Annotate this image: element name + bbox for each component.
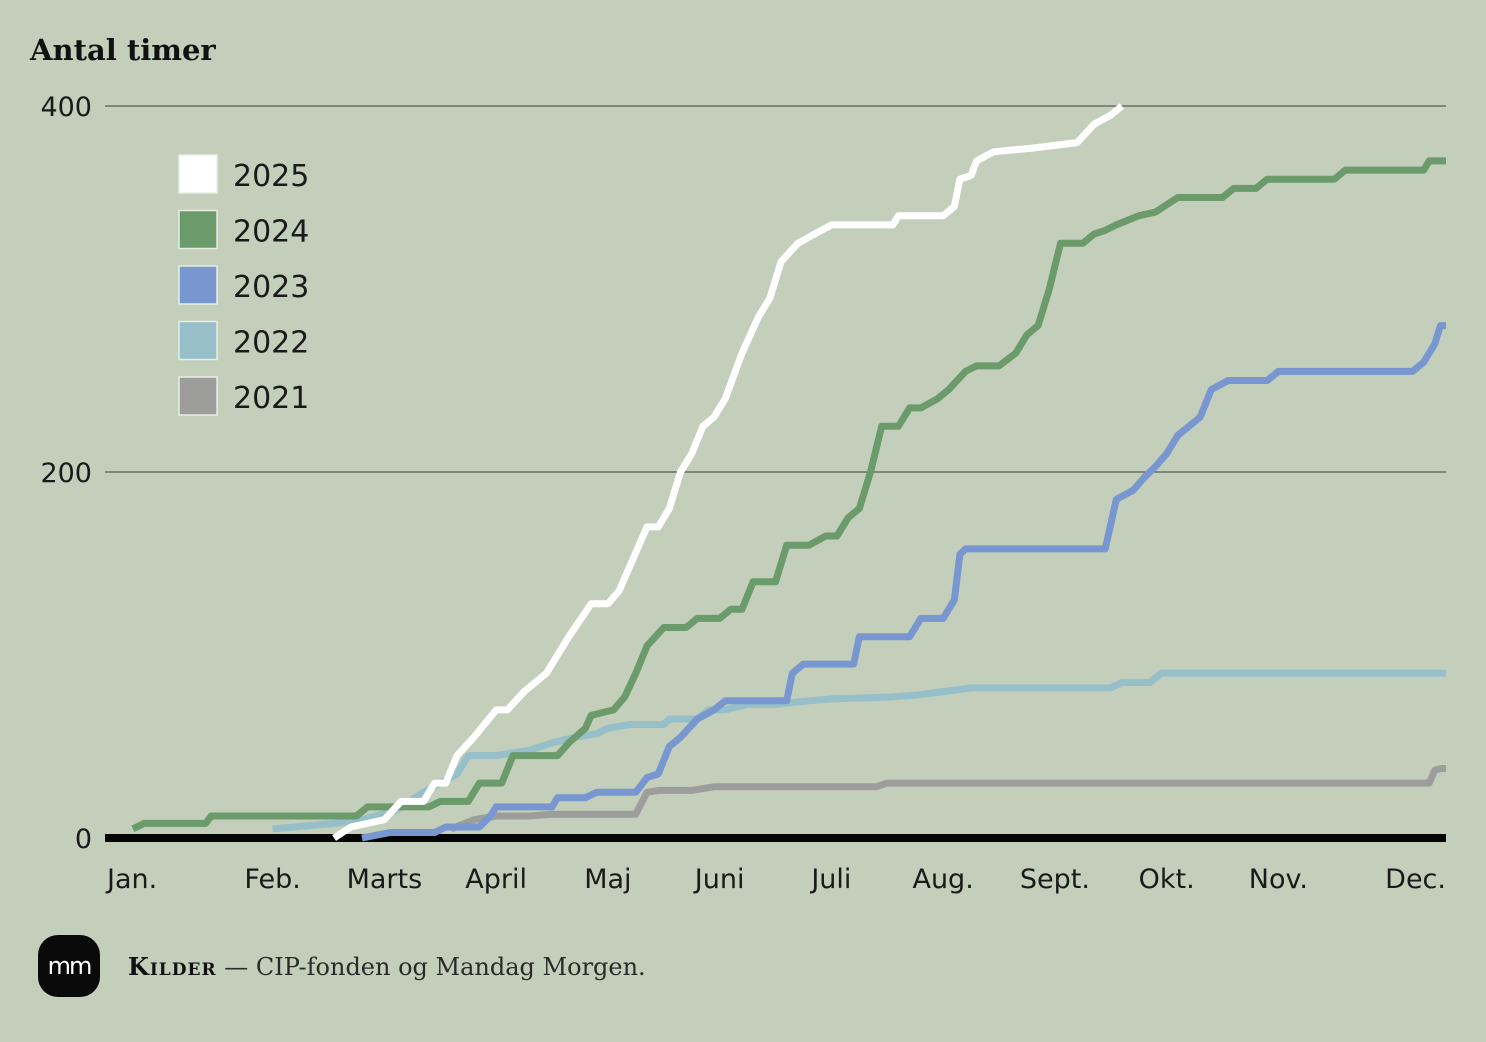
- y-tick-label: 400: [40, 92, 92, 123]
- legend-swatch-2025: [178, 154, 218, 194]
- x-tick-label: Juli: [809, 864, 851, 895]
- legend-label: 2023: [233, 270, 309, 305]
- y-tick-labels: 0 200 400: [40, 92, 92, 855]
- gridlines: [105, 105, 1446, 842]
- series-line-2025: [332, 103, 1125, 841]
- legend-swatch-2021: [178, 376, 218, 416]
- series-line-2023: [361, 322, 1446, 842]
- footer: mm Kilder — CIP-fonden og Mandag Morgen.: [38, 934, 646, 998]
- legend-swatch-2022: [178, 320, 218, 361]
- legend-label: 2025: [233, 159, 309, 194]
- legend-label: 2022: [233, 326, 309, 361]
- y-axis-title: Antal timer: [29, 33, 216, 67]
- series-line-2024: [131, 157, 1446, 833]
- x-tick-label: Sept.: [1020, 864, 1090, 895]
- x-tick-label: Maj: [584, 864, 631, 895]
- source-line: Kilder — CIP-fonden og Mandag Morgen.: [128, 952, 646, 981]
- x-tick-labels: Jan. Feb. Marts April Maj Juni Juli Aug. Sept. Ok…: [105, 864, 1446, 895]
- y-tick-label: 0: [75, 824, 92, 855]
- source-label: Kilder: [128, 951, 217, 981]
- x-tick-label: Marts: [347, 864, 423, 895]
- legend-label: 2021: [233, 381, 309, 416]
- x-tick-label: Nov.: [1249, 864, 1308, 895]
- x-tick-label: Aug.: [912, 864, 973, 895]
- y-tick-label: 200: [40, 458, 92, 489]
- source-text: — CIP-fonden og Mandag Morgen.: [224, 952, 646, 981]
- legend-swatch-2023: [178, 265, 218, 305]
- x-tick-label: Dec.: [1385, 864, 1446, 895]
- x-tick-label: Okt.: [1139, 864, 1195, 895]
- x-tick-label: April: [465, 864, 527, 895]
- series-lines: [131, 103, 1446, 842]
- chart: Antal timer 0 200 400 Jan. Feb. Marts April Ma…: [29, 33, 1446, 895]
- x-tick-label: Juni: [693, 864, 745, 895]
- legend-swatch-2024: [178, 209, 218, 250]
- series-line-2022: [272, 669, 1446, 833]
- legend: 2025 2024 2023 2022 2021: [178, 154, 309, 416]
- x-tick-label: Feb.: [244, 864, 300, 895]
- mandag-morgen-logo: mm: [38, 935, 100, 997]
- legend-label: 2024: [233, 215, 309, 250]
- series-line-2021: [450, 765, 1446, 833]
- x-tick-label: Jan.: [105, 864, 157, 895]
